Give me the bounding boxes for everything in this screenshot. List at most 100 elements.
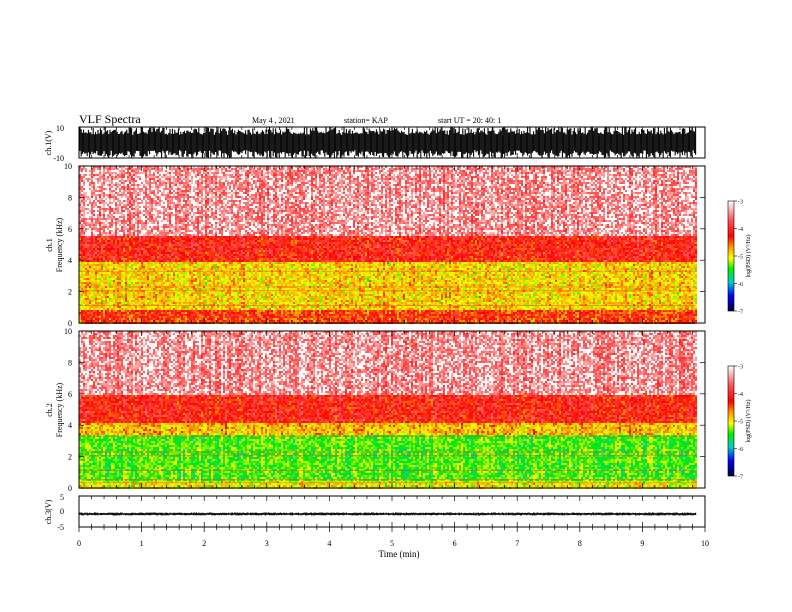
spectrogram-cell: [143, 244, 145, 246]
spectrogram-cell: [185, 242, 187, 244]
spectrogram-cell: [213, 282, 215, 284]
spectrogram-cell: [81, 208, 83, 210]
spectrogram-cell: [163, 234, 165, 236]
spectrogram-cell: [197, 318, 199, 320]
spectrogram-cell: [143, 246, 145, 248]
spectrogram-cell: [193, 280, 195, 282]
spectrogram-cell: [219, 306, 221, 308]
spectrogram-cell: [131, 306, 133, 308]
spectrogram-cell: [85, 294, 87, 296]
spectrogram-cell: [221, 212, 223, 214]
spectrogram-cell: [201, 216, 203, 218]
spectrogram-cell: [193, 320, 195, 322]
spectrogram-cell: [105, 234, 107, 236]
spectrogram-cell: [165, 276, 167, 278]
spectrogram-cell: [145, 288, 147, 290]
spectrogram-cell: [199, 244, 201, 246]
spectrogram-cell: [183, 194, 185, 196]
spectrogram-cell: [149, 204, 151, 206]
spectrogram-cell: [151, 296, 153, 298]
spectrogram-cell: [97, 302, 99, 304]
spectrogram-cell: [199, 252, 201, 254]
spectrogram-cell: [101, 174, 103, 176]
spectrogram-cell: [163, 268, 165, 270]
spectrogram-cell: [101, 266, 103, 268]
spectrogram-cell: [163, 272, 165, 274]
spectrogram-cell: [137, 266, 139, 268]
spectrogram-cell: [133, 254, 135, 256]
spectrogram-cell: [167, 172, 169, 174]
spectrogram-cell: [201, 308, 203, 310]
spectrogram-cell: [201, 272, 203, 274]
spectrogram-cell: [191, 246, 193, 248]
spectrogram-cell: [121, 258, 123, 260]
spectrogram-cell: [115, 280, 117, 282]
spectrogram-cell: [117, 284, 119, 286]
spectrogram-cell: [209, 284, 211, 286]
spectrogram-cell: [195, 288, 197, 290]
spectrogram-cell: [177, 228, 179, 230]
spectrogram-cell: [139, 178, 141, 180]
spectrogram-cell: [195, 168, 197, 170]
spectrogram-cell: [163, 184, 165, 186]
spectrogram-cell: [125, 288, 127, 290]
spectrogram-cell: [119, 216, 121, 218]
spectrogram-cell: [147, 242, 149, 244]
spectrogram-cell: [113, 194, 115, 196]
spectrogram-cell: [127, 236, 129, 238]
spectrogram-cell: [203, 214, 205, 216]
spectrogram-cell: [201, 310, 203, 312]
spectrogram-cell: [175, 282, 177, 284]
spectrogram-cell: [159, 258, 161, 260]
spectrogram-cell: [119, 310, 121, 312]
spectrogram-cell: [183, 234, 185, 236]
spectrogram-cell: [87, 292, 89, 294]
spectrogram-cell: [109, 212, 111, 214]
spectrogram-cell: [143, 274, 145, 276]
spectrogram-cell: [171, 268, 173, 270]
spectrogram-cell: [111, 222, 113, 224]
spectrogram-cell: [195, 318, 197, 320]
spectrogram-cell: [121, 212, 123, 214]
spectrogram-cell: [135, 198, 137, 200]
spectrogram-cell: [121, 264, 123, 266]
spectrogram-cell: [217, 170, 219, 172]
spectrogram-cell: [109, 194, 111, 196]
spectrogram-cell: [121, 284, 123, 286]
spectrogram-cell: [123, 266, 125, 268]
spectrogram-cell: [131, 174, 133, 176]
spectrogram-cell: [213, 258, 215, 260]
spectrogram-cell: [157, 302, 159, 304]
spectrogram-cell: [103, 254, 105, 256]
spectrogram-cell: [141, 260, 143, 262]
spectrogram-cell: [221, 220, 223, 222]
spectrogram-cell: [83, 280, 85, 282]
spectrogram-cell: [211, 268, 213, 270]
spectrogram-cell: [99, 256, 101, 258]
spectrogram-cell: [107, 184, 109, 186]
spectrogram-cell: [145, 220, 147, 222]
spectrogram-cell: [105, 218, 107, 220]
spectrogram-cell: [117, 302, 119, 304]
spectrogram-cell: [89, 306, 91, 308]
spectrogram-cell: [207, 266, 209, 268]
spectrogram-cell: [161, 236, 163, 238]
spectrogram-cell: [115, 208, 117, 210]
spectrogram-cell: [163, 206, 165, 208]
spectrogram-cell: [187, 218, 189, 220]
spectrogram-cell: [131, 196, 133, 198]
spectrogram-cell: [199, 318, 201, 320]
spectrogram-cell: [213, 176, 215, 178]
spectrogram-cell: [167, 248, 169, 250]
spectrogram-cell: [173, 190, 175, 192]
spectrogram-cell: [101, 298, 103, 300]
spectrogram-cell: [217, 300, 219, 302]
spectrogram-cell: [85, 258, 87, 260]
spectrogram-cell: [101, 238, 103, 240]
spectrogram-cell: [125, 256, 127, 258]
spectrogram-cell: [195, 222, 197, 224]
spectrogram-cell: [129, 310, 131, 312]
spectrogram-cell: [131, 320, 133, 322]
spectrogram-cell: [151, 240, 153, 242]
spectrogram-cell: [145, 266, 147, 268]
